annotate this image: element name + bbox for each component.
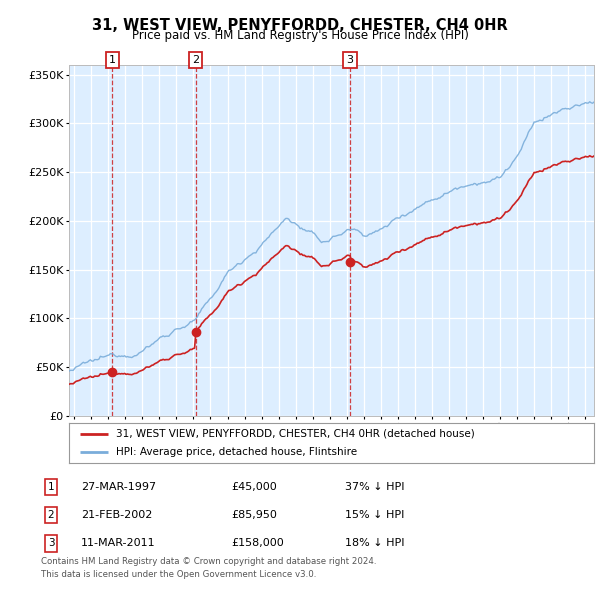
Text: £158,000: £158,000 xyxy=(231,539,284,548)
Text: 18% ↓ HPI: 18% ↓ HPI xyxy=(345,539,404,548)
Text: This data is licensed under the Open Government Licence v3.0.: This data is licensed under the Open Gov… xyxy=(41,571,316,579)
Text: 1: 1 xyxy=(109,55,116,65)
Text: Price paid vs. HM Land Registry's House Price Index (HPI): Price paid vs. HM Land Registry's House … xyxy=(131,30,469,42)
Text: Contains HM Land Registry data © Crown copyright and database right 2024.: Contains HM Land Registry data © Crown c… xyxy=(41,558,376,566)
Text: 11-MAR-2011: 11-MAR-2011 xyxy=(81,539,155,548)
Text: £45,000: £45,000 xyxy=(231,482,277,491)
Text: 15% ↓ HPI: 15% ↓ HPI xyxy=(345,510,404,520)
Text: 2: 2 xyxy=(47,510,55,520)
Text: 37% ↓ HPI: 37% ↓ HPI xyxy=(345,482,404,491)
Text: 2: 2 xyxy=(192,55,199,65)
Text: 27-MAR-1997: 27-MAR-1997 xyxy=(81,482,156,491)
Text: 31, WEST VIEW, PENYFFORDD, CHESTER, CH4 0HR (detached house): 31, WEST VIEW, PENYFFORDD, CHESTER, CH4 … xyxy=(116,429,475,439)
Text: 1: 1 xyxy=(47,482,55,491)
Text: 3: 3 xyxy=(47,539,55,548)
Text: £85,950: £85,950 xyxy=(231,510,277,520)
Text: 21-FEB-2002: 21-FEB-2002 xyxy=(81,510,152,520)
Text: 31, WEST VIEW, PENYFFORDD, CHESTER, CH4 0HR: 31, WEST VIEW, PENYFFORDD, CHESTER, CH4 … xyxy=(92,18,508,32)
Text: 3: 3 xyxy=(347,55,353,65)
Text: HPI: Average price, detached house, Flintshire: HPI: Average price, detached house, Flin… xyxy=(116,447,358,457)
